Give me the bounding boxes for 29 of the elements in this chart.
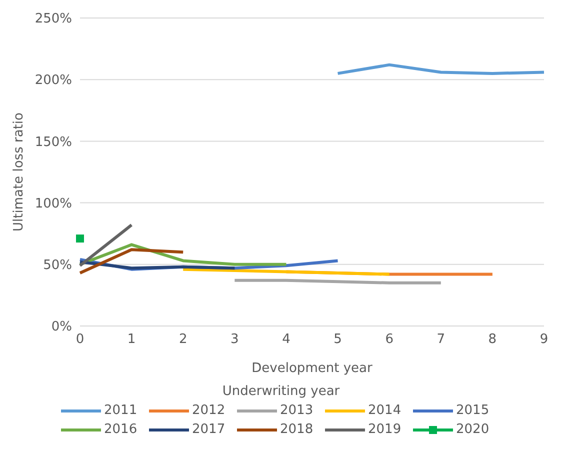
x-tick-label: 6	[385, 332, 394, 348]
x-tick-label: 3	[230, 332, 239, 348]
x-tick-label: 2	[178, 332, 188, 348]
x-axis-title: Development year	[252, 361, 373, 376]
y-tick-label: 250%	[34, 12, 72, 27]
legend-label: 2012	[192, 403, 226, 418]
x-tick-label: 8	[488, 332, 497, 348]
x-tick-label: 1	[127, 332, 136, 348]
legend-label: 2018	[280, 422, 314, 437]
x-tick-label: 5	[334, 332, 342, 348]
legend-label: 2011	[104, 403, 138, 418]
legend-label: 2015	[456, 403, 490, 418]
y-tick-label: 100%	[34, 196, 72, 212]
legend-label: 2014	[368, 403, 402, 418]
legend-label: 2013	[280, 403, 314, 418]
legend-label: 2020	[456, 422, 490, 437]
x-tick-label: 9	[540, 332, 548, 348]
legend-label: 2019	[368, 422, 402, 437]
x-tick-label: 0	[76, 332, 84, 348]
y-axis-title: Ultimate loss ratio	[12, 112, 27, 232]
x-tick-label: 7	[436, 332, 446, 348]
y-tick-label: 50%	[43, 258, 72, 274]
x-tick-label: 4	[282, 332, 290, 348]
legend-title: Underwriting year	[221, 384, 341, 399]
y-tick-label: 0%	[51, 320, 72, 335]
y-tick-label: 150%	[34, 134, 72, 150]
legend-label: 2017	[192, 422, 226, 437]
y-tick-label: 200%	[34, 73, 72, 88]
legend-label: 2016	[104, 422, 138, 437]
